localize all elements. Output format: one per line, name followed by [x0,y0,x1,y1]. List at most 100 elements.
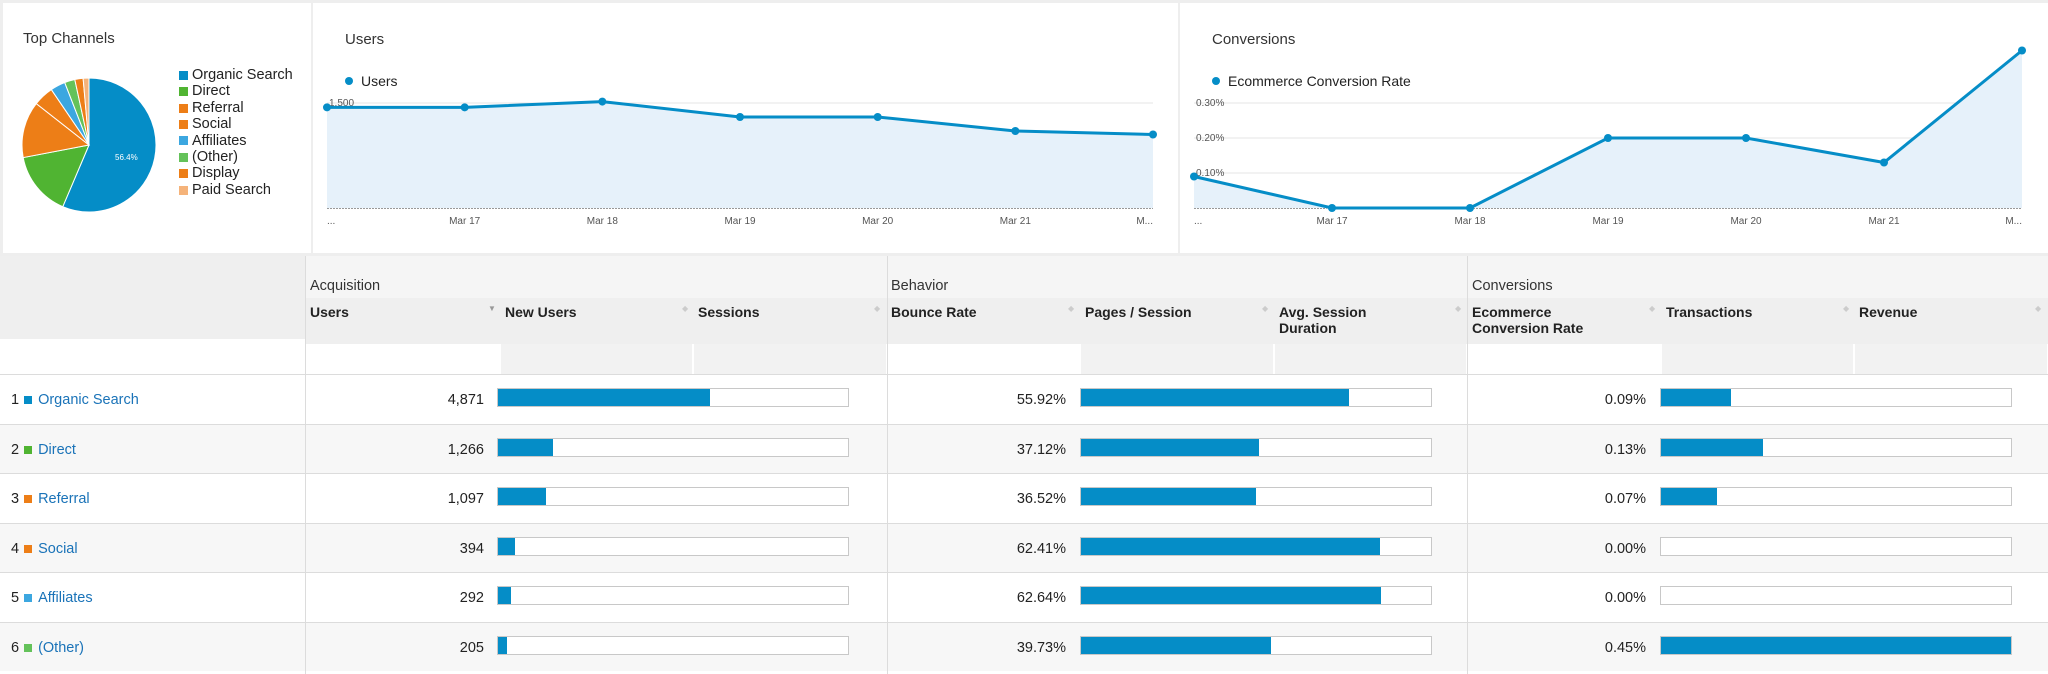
conversions-point[interactable] [1328,204,1336,212]
users-point[interactable] [873,113,882,121]
conversions-line-chart[interactable]: 0.30% 0.20% 0.10%... Mar 17 Mar 18 Mar 19 Mar … [1180,3,2048,253]
legend-item[interactable]: Social [179,116,293,132]
sort-icon[interactable]: ◆ [682,304,689,313]
conversions-point[interactable] [1190,172,1198,181]
cell-bounce-rate: 62.41% [1016,540,1066,557]
sort-icon[interactable]: ◆ [2035,304,2042,313]
conversions-point[interactable] [1742,134,1750,142]
row-channel-link[interactable]: Affiliates [38,590,93,606]
conversions-x-tick: Mar 18 [1454,216,1486,227]
users-point[interactable] [1149,130,1157,139]
bar-fill-users [498,389,710,406]
row-channel-link[interactable]: Organic Search [38,392,139,408]
conversions-point[interactable] [1466,204,1474,212]
bar-conversion-rate [1660,487,2012,506]
pie-slice-referral[interactable] [21,102,91,159]
legend-swatch [179,169,188,179]
bar-fill-users [498,636,507,654]
users-series-legend: Users [345,73,398,89]
conversions-x-tick: ... [1194,216,1202,227]
bar-conversion-rate [1660,635,2012,655]
row-color-swatch [24,544,33,553]
top-channels-pie[interactable]: 56.4% [3,3,173,253]
conversions-point[interactable] [1604,134,1612,142]
users-point[interactable] [1011,127,1020,135]
row-channel-link[interactable]: Referral [38,491,90,507]
sort-icon[interactable]: ◆ [1455,304,1462,313]
legend-item[interactable]: (Other) [179,149,293,165]
row-channel-label: 6 (Other) [11,640,84,656]
col-transactions[interactable]: Transactions [1666,304,1753,320]
pie-slice-label: 56.4% [115,153,138,162]
top-channels-title: Top Channels [23,30,115,47]
col-revenue[interactable]: Revenue [1859,304,1918,320]
sort-icon[interactable]: ◆ [1649,304,1656,313]
row-channel-label: 2 Direct [11,442,76,458]
users-y-tick: 1,500 [329,98,354,109]
pie-slice-organic-search[interactable] [62,77,157,213]
totals-cell-bg [1662,344,1853,374]
row-rank: 3 [11,491,20,507]
row-color-swatch [24,396,33,404]
table-header-left-bg [0,256,305,339]
legend-item[interactable]: Paid Search [179,182,293,198]
bar-fill-users [498,537,516,555]
col-avg-session-duration[interactable]: Avg. Session Duration [1279,304,1367,336]
col-users[interactable]: Users [310,304,349,320]
table-row: 4 Social 394 62.41% 0.00% [0,522,2048,572]
legend-swatch [179,87,188,97]
row-channel-label: 4 Social [11,541,78,557]
bar-bounce-rate [1080,586,1432,605]
legend-item[interactable]: Affiliates [179,133,293,149]
bar-users [497,437,849,457]
col-new-users[interactable]: New Users [505,304,577,320]
legend-item[interactable]: Organic Search [179,67,293,83]
legend-item[interactable]: Direct [179,83,293,99]
col-pages-session[interactable]: Pages / Session [1085,304,1192,320]
table-row: 6 (Other) 205 39.73% 0.45% [0,621,2048,671]
row-channel-link[interactable]: Social [38,540,78,557]
column-separator [1467,256,1468,674]
legend-label: (Other) [192,149,238,166]
totals-cell-bg [694,344,886,374]
legend-label: Direct [192,83,230,100]
cell-bounce-rate: 39.73% [1016,639,1066,656]
sort-icon[interactable]: ◆ [1843,304,1850,313]
table-group-header-bg [306,256,2048,298]
users-x-tick: M... [1136,216,1153,227]
sort-desc-icon[interactable]: ▼ [488,304,496,313]
table-row: 1 Organic Search 4,871 55.92% 0.09% [0,374,2048,424]
row-rank: 2 [11,441,20,458]
col-bounce-rate[interactable]: Bounce Rate [891,304,977,320]
sort-icon[interactable]: ◆ [874,304,881,313]
cell-conversion-rate: 0.09% [1604,392,1646,408]
legend-swatch [179,152,188,162]
totals-cell-bg [501,344,692,374]
users-point[interactable] [736,113,744,121]
legend-item[interactable]: Display [179,165,293,181]
conversions-point[interactable] [1880,158,1888,167]
legend-item[interactable]: Referral [179,100,293,116]
users-point[interactable] [598,97,607,106]
pie-slice-direct[interactable] [22,144,90,208]
col-sessions[interactable]: Sessions [698,304,760,320]
conversions-y-tick: 0.30% [1196,98,1224,109]
bar-bounce-rate [1080,388,1432,407]
conversions-point[interactable] [2018,46,2026,55]
row-channel-link[interactable]: Direct [38,441,76,458]
sort-icon[interactable]: ◆ [1262,304,1269,313]
bar-fill-bounce-rate [1081,389,1350,406]
sort-icon[interactable]: ◆ [1068,304,1075,313]
bar-conversion-rate [1660,536,2012,556]
legend-swatch [179,119,188,129]
top-channels-panel: Top Channels 56.4% Organic Search Direct R… [3,3,311,253]
bar-fill-bounce-rate [1081,587,1382,604]
users-point[interactable] [323,103,331,112]
row-channel-link[interactable]: (Other) [38,639,84,656]
totals-cell-bg [1468,344,1660,374]
pie-slice-paid-search[interactable] [82,77,90,146]
users-series-dot [345,77,353,85]
users-point[interactable] [460,103,469,112]
col-ecommerce-conversion-rate[interactable]: Ecommerce Conversion Rate [1472,304,1584,336]
